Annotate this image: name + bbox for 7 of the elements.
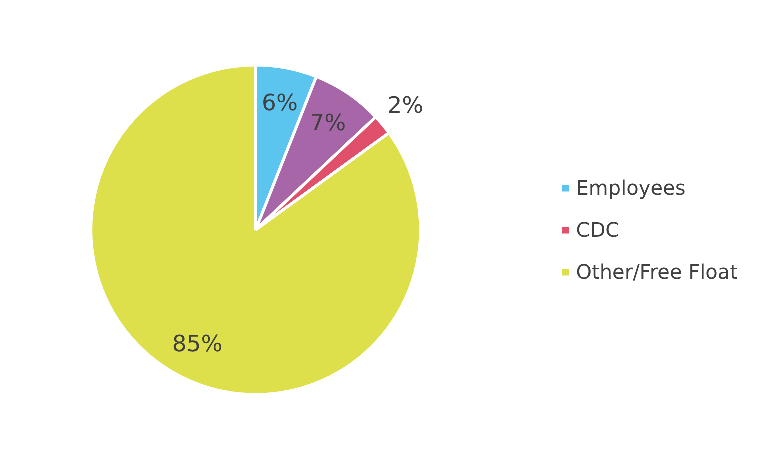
data-label: 2% bbox=[388, 92, 424, 119]
legend-label: CDC bbox=[576, 218, 620, 242]
legend-label: Other/Free Float bbox=[576, 260, 738, 284]
legend-label: Employees bbox=[576, 176, 686, 200]
data-label: 7% bbox=[310, 110, 346, 136]
data-label: 6% bbox=[262, 90, 298, 116]
data-label: 85% bbox=[172, 332, 223, 358]
